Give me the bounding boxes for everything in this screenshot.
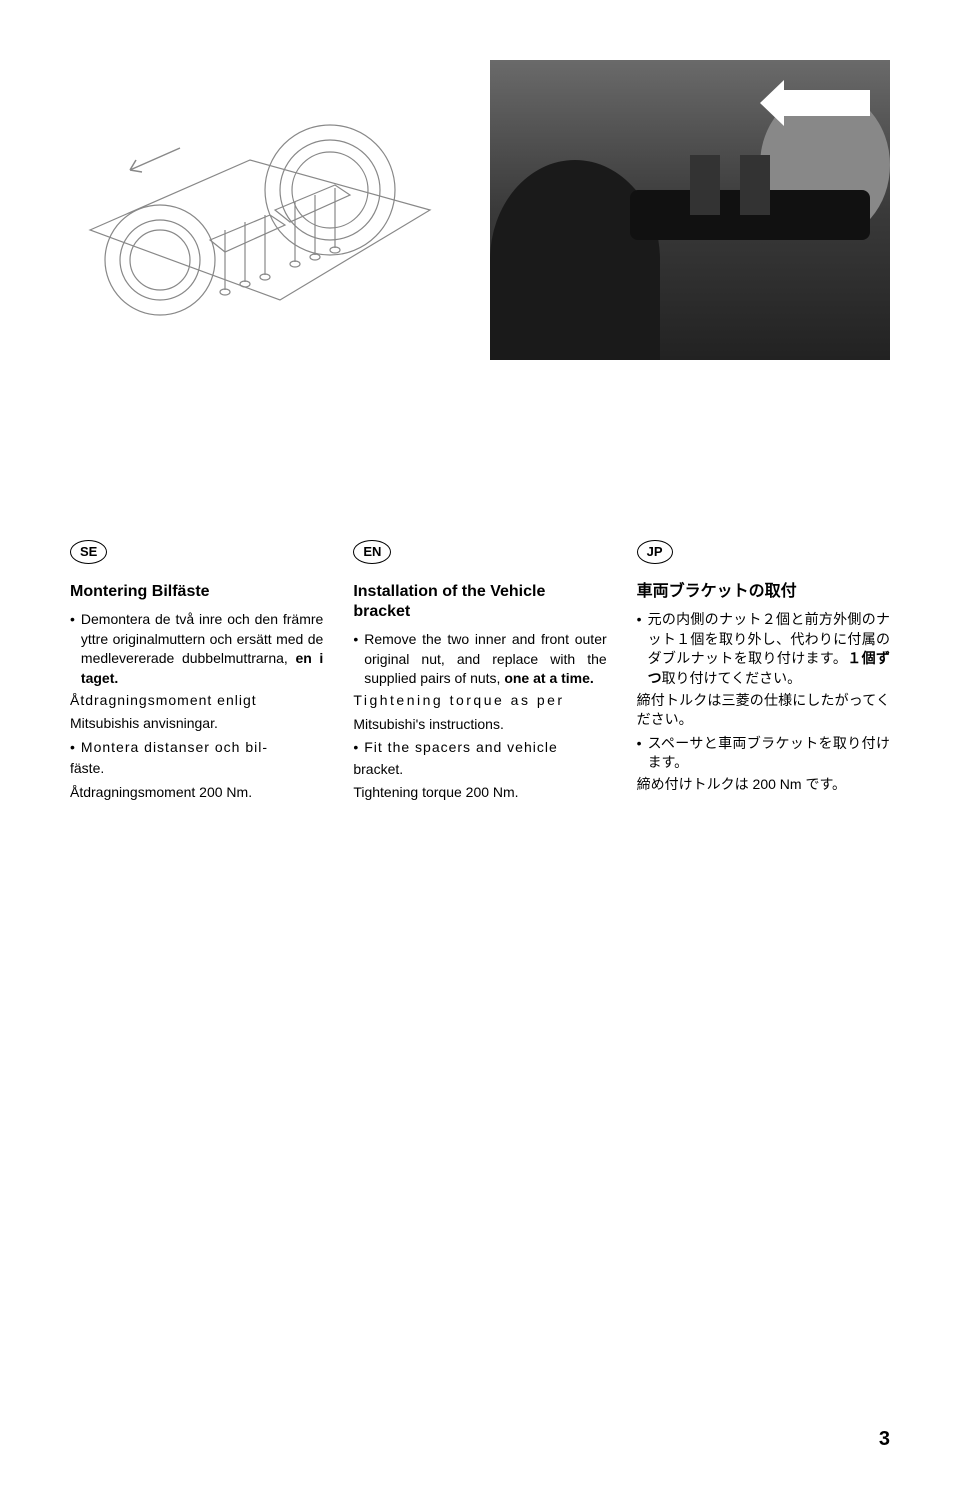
page-number: 3 xyxy=(879,1428,890,1451)
column-heading: 車両ブラケットの取付 xyxy=(637,582,890,602)
arrow-icon xyxy=(780,90,870,116)
body-line: 締付トルクは三菱の仕様にしたがってください。 xyxy=(637,691,890,730)
column-se: SEMontering Bilfäste•Demontera de två in… xyxy=(70,540,323,807)
bullet-text: Remove the two inner and front outer ori… xyxy=(364,630,606,689)
column-en: ENInstallation of the Vehicle bracket•Re… xyxy=(353,540,606,807)
text-columns: SEMontering Bilfäste•Demontera de två in… xyxy=(0,400,960,807)
body-line: Mitsubishi's instructions. xyxy=(353,715,606,735)
body-line: Tightening torque 200 Nm. xyxy=(353,783,606,803)
line-diagram xyxy=(70,60,450,360)
body-line: Mitsubishis anvisningar. xyxy=(70,714,323,734)
bullet-text: Demontera de två inre och den främre ytt… xyxy=(81,610,323,688)
body-line: Tightening torque as per xyxy=(353,691,606,711)
diagram-svg xyxy=(70,60,450,360)
bullet-dot: • xyxy=(70,610,81,688)
language-badge: SE xyxy=(70,540,107,564)
bullet-text: スペーサと車両ブラケットを取り付けます。 xyxy=(648,734,890,773)
bullet-item: •Fit the spacers and vehicle xyxy=(353,738,606,758)
bullet-item: •元の内側のナット２個と前方外側のナット１個を取り外し、代わりに付属のダブルナッ… xyxy=(637,610,890,688)
body-line: 締め付けトルクは 200 Nm です。 xyxy=(637,775,890,795)
bullet-text: Montera distanser och bil- xyxy=(81,738,323,758)
language-badge: JP xyxy=(637,540,673,564)
bullet-dot: • xyxy=(353,738,364,758)
bullet-dot: • xyxy=(637,610,648,688)
column-heading: Installation of the Vehicle bracket xyxy=(353,582,606,622)
body-line: bracket. xyxy=(353,760,606,780)
bullet-dot: • xyxy=(353,630,364,689)
bullet-item: •スペーサと車両ブラケットを取り付けます。 xyxy=(637,734,890,773)
bullet-dot: • xyxy=(70,738,81,758)
body-line: Åtdragningsmoment 200 Nm. xyxy=(70,783,323,803)
bullet-item: •Remove the two inner and front outer or… xyxy=(353,630,606,689)
language-badge: EN xyxy=(353,540,391,564)
bullet-dot: • xyxy=(637,734,648,773)
bullet-text: 元の内側のナット２個と前方外側のナット１個を取り外し、代わりに付属のダブルナット… xyxy=(648,610,890,688)
body-line: Åtdragningsmoment enligt xyxy=(70,691,323,711)
bullet-item: •Demontera de två inre och den främre yt… xyxy=(70,610,323,688)
bullet-text: Fit the spacers and vehicle xyxy=(364,738,606,758)
photo xyxy=(490,60,890,360)
column-heading: Montering Bilfäste xyxy=(70,582,323,602)
column-jp: JP車両ブラケットの取付•元の内側のナット２個と前方外側のナット１個を取り外し、… xyxy=(637,540,890,807)
body-line: fäste. xyxy=(70,759,323,779)
figure-row xyxy=(0,0,960,400)
bullet-item: •Montera distanser och bil- xyxy=(70,738,323,758)
